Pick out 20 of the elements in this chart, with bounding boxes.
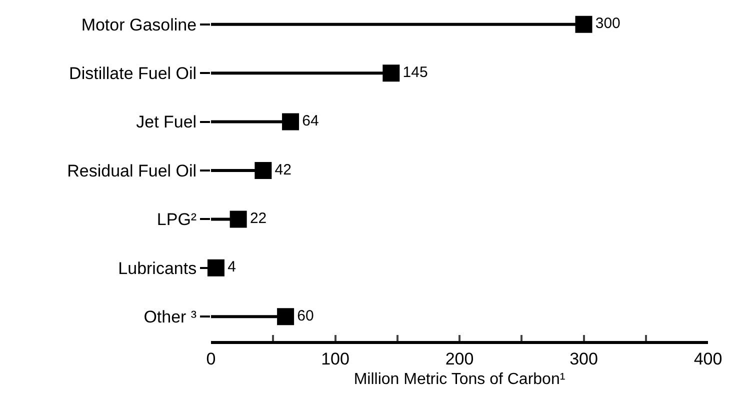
y-tick-label: Lubricants (118, 258, 197, 278)
data-label: 145 (402, 64, 428, 81)
data-label: 4 (228, 258, 236, 276)
data-label: 22 (250, 210, 267, 227)
data-label: 64 (302, 112, 319, 130)
y-tick-label: Jet Fuel (136, 112, 197, 132)
x-tick-label: 100 (321, 349, 350, 368)
x-tick-label: 200 (445, 349, 474, 368)
y-tick-label: LPG² (156, 210, 197, 230)
data-label: 42 (274, 161, 292, 178)
data-label: 60 (297, 307, 314, 324)
y-tick-label: Other ³ (144, 308, 197, 327)
x-tick-label: 300 (570, 349, 598, 368)
x-axis-title: Million Metric Tons of Carbon¹ (354, 371, 566, 388)
data-label: 300 (595, 15, 620, 32)
x-tick-label: 400 (694, 349, 722, 368)
y-tick-label: Motor Gasoline (81, 15, 197, 34)
y-tick-label: Residual Fuel Oil (67, 161, 197, 180)
x-tick-label: 0 (206, 349, 216, 368)
y-tick-label: Distillate Fuel Oil (69, 64, 197, 84)
